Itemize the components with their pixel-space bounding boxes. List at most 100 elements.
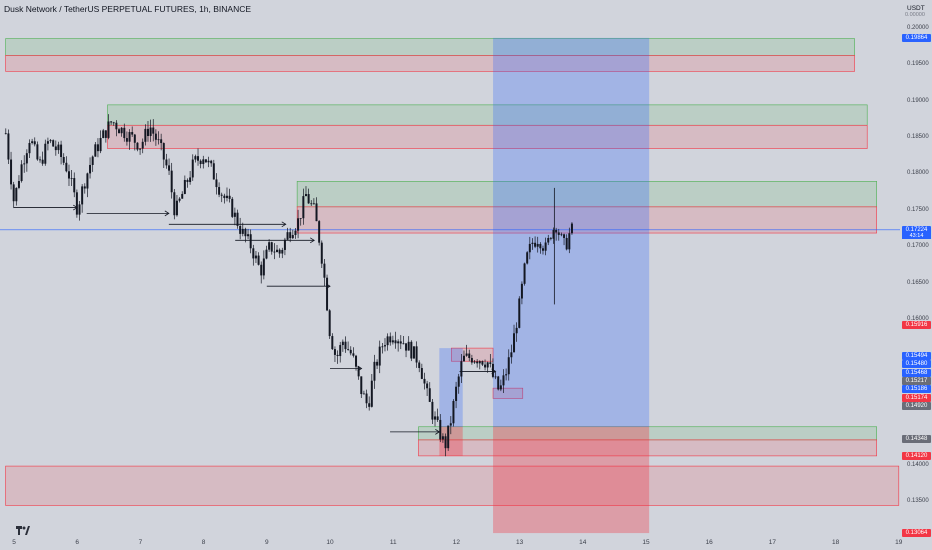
candle <box>233 212 236 217</box>
candle <box>102 130 105 138</box>
candle <box>291 235 294 239</box>
candle <box>17 181 20 188</box>
candle <box>241 228 244 234</box>
candle <box>39 159 42 161</box>
axis-currency-label[interactable]: USDT <box>907 5 925 12</box>
candle <box>331 336 334 350</box>
candle <box>344 341 347 350</box>
candle <box>357 366 360 377</box>
candle <box>110 121 113 123</box>
candle <box>312 203 315 205</box>
candle <box>526 252 529 264</box>
candle <box>49 140 52 142</box>
candle <box>415 346 418 363</box>
candle <box>423 378 426 384</box>
candle <box>215 179 218 188</box>
time-tick-label: 6 <box>75 539 79 546</box>
candle <box>549 237 552 239</box>
zone-green <box>107 104 868 126</box>
candle <box>283 239 286 250</box>
candle <box>128 132 131 142</box>
candle <box>486 362 489 368</box>
candle <box>368 403 371 407</box>
arrow-head <box>72 204 78 211</box>
position-stop-zone <box>493 426 650 534</box>
candle <box>257 255 260 265</box>
candle <box>365 393 368 404</box>
candle <box>294 230 297 236</box>
candle <box>46 141 49 144</box>
candle <box>563 234 566 238</box>
candle <box>281 249 284 254</box>
candle <box>555 229 558 233</box>
candle <box>112 122 115 124</box>
candle <box>333 349 336 355</box>
price-marker-label: 0.15916 <box>902 321 931 330</box>
candle <box>536 243 539 247</box>
candle <box>328 310 331 337</box>
candle <box>31 141 34 143</box>
candle <box>152 127 155 134</box>
candle <box>386 336 389 346</box>
candle <box>83 186 86 189</box>
candle <box>497 376 500 390</box>
candle <box>349 349 352 354</box>
price-chart-plot[interactable] <box>0 0 900 536</box>
candle <box>178 198 181 201</box>
candle <box>20 164 23 182</box>
arrow-head <box>309 237 315 244</box>
candle <box>225 195 228 199</box>
candle <box>244 228 247 237</box>
candle <box>273 251 276 253</box>
candle <box>75 192 78 215</box>
candle <box>541 248 544 251</box>
candle <box>428 388 431 402</box>
candle <box>249 234 252 249</box>
candle <box>389 336 392 343</box>
candle <box>197 156 200 161</box>
candle <box>210 160 213 164</box>
candle <box>86 173 89 189</box>
candle <box>154 133 157 140</box>
candle <box>457 376 460 387</box>
candle <box>473 361 476 363</box>
price-marker-label: 0.19864 <box>902 33 931 42</box>
price-marker-label: 0.14120 <box>902 451 931 460</box>
time-tick-label: 18 <box>831 539 840 546</box>
candle <box>397 341 400 344</box>
candle <box>341 341 344 346</box>
zone-red <box>296 206 877 234</box>
candle <box>402 343 405 345</box>
time-tick-label: 12 <box>452 539 461 546</box>
candle <box>270 242 273 252</box>
candle <box>136 142 139 150</box>
candle <box>426 383 429 389</box>
time-tick-label: 13 <box>515 539 524 546</box>
candle <box>381 346 384 348</box>
candle <box>7 133 10 160</box>
arrow-head <box>357 365 363 372</box>
candle <box>131 132 134 135</box>
candle <box>236 212 239 226</box>
candle <box>175 200 178 216</box>
candle <box>489 362 492 364</box>
candle <box>394 340 397 344</box>
candle <box>507 357 510 375</box>
price-tick-label: 0.19500 <box>907 61 929 68</box>
time-tick-label: 8 <box>201 539 206 546</box>
candle <box>247 234 250 237</box>
candle <box>323 263 326 278</box>
zone-green <box>5 38 855 56</box>
candle <box>139 148 142 150</box>
candle <box>383 345 386 347</box>
axis-currency-sublabel: 0.00000 <box>905 12 925 18</box>
candle <box>168 165 171 171</box>
candle <box>436 416 439 420</box>
candle <box>557 232 560 235</box>
candle <box>94 144 97 157</box>
candle <box>434 416 437 420</box>
candle <box>52 140 55 147</box>
candle <box>189 177 192 183</box>
candle <box>431 401 434 420</box>
candle <box>336 354 339 357</box>
